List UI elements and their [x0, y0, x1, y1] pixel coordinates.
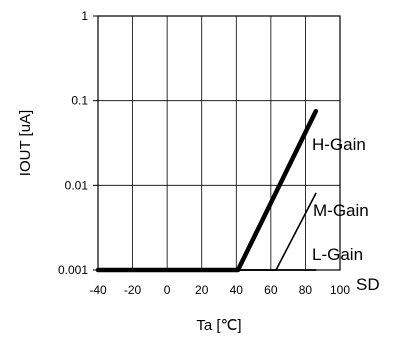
series-label-l-gain: L-Gain — [312, 245, 363, 264]
x-tick-label: -40 — [89, 283, 107, 297]
x-tick-labels: -40 -20 0 20 40 60 80 100 — [89, 283, 350, 297]
series-lines — [95, 108, 319, 273]
x-tick-label: 80 — [299, 283, 313, 297]
grid — [93, 15, 341, 271]
x-axis-title: Ta [℃] — [196, 317, 241, 334]
x-tick-label: 60 — [264, 283, 278, 297]
x-tick-label: 0 — [164, 283, 171, 297]
series-labels: H-Gain M-Gain L-Gain SD — [312, 135, 380, 294]
x-tick-label: 20 — [195, 283, 209, 297]
y-tick-label: 0.1 — [71, 94, 88, 108]
y-tick-label: 0.001 — [58, 263, 88, 277]
x-tick-label: 100 — [330, 283, 350, 297]
y-tick-label: 1 — [81, 9, 88, 23]
series-label-sd: SD — [356, 275, 380, 294]
series-line-h-gain — [95, 108, 319, 273]
y-axis-title: IOUT [uA] — [17, 110, 34, 176]
series-label-m-gain: M-Gain — [313, 201, 369, 220]
x-tick-label: 40 — [230, 283, 244, 297]
plot-frame — [97, 15, 341, 271]
y-tick-labels: 0.001 0.01 0.1 1 — [58, 9, 88, 277]
series-label-h-gain: H-Gain — [312, 135, 366, 154]
x-tick-label: -20 — [124, 283, 142, 297]
y-tick-label: 0.01 — [65, 178, 89, 192]
series-line-m-gain — [97, 192, 317, 271]
plot-border — [97, 15, 341, 271]
